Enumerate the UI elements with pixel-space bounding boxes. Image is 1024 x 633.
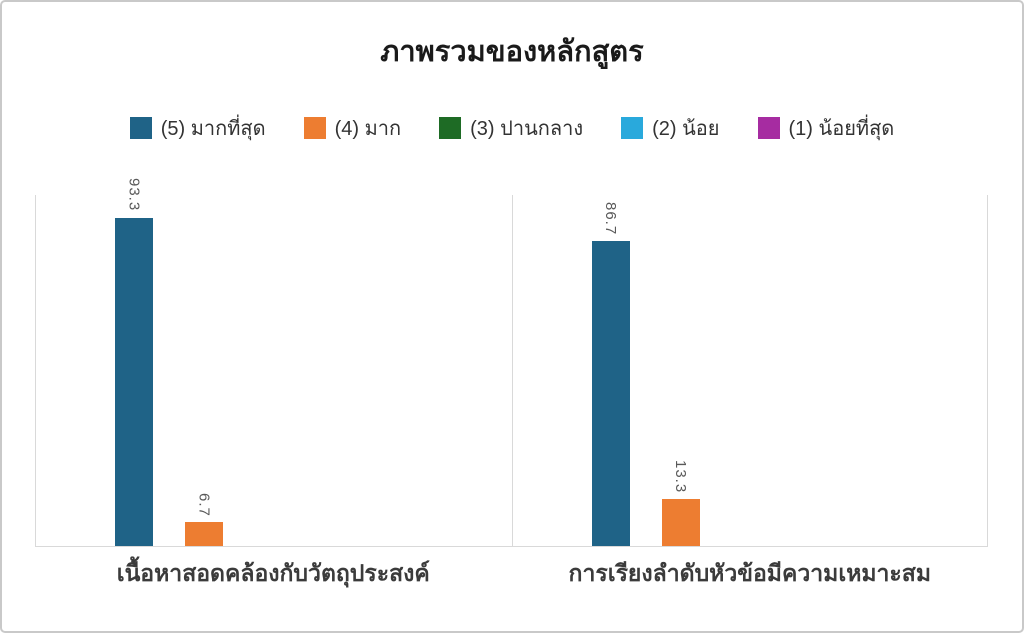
- legend-label: (4) มาก: [334, 118, 402, 140]
- category-label: เนื้อหาสอดคล้องกับวัตถุประสงค์: [116, 560, 430, 586]
- category-axis: เนื้อหาสอดคล้องกับวัตถุประสงค์ การเรียงล…: [35, 556, 988, 592]
- chart-title: ภาพรวมของหลักสูตร: [380, 36, 644, 68]
- bar-series-1-group-1: [115, 217, 154, 546]
- bar-series-2-group-1: [185, 522, 224, 546]
- bar-value-label: 86.7: [601, 201, 619, 235]
- legend-swatch-icon: [621, 117, 644, 139]
- legend-label: (3) ปานกลาง: [470, 118, 584, 140]
- legend-item-1: (5) มากที่สุด: [129, 112, 266, 144]
- bar-series-1-group-2: [591, 240, 630, 546]
- legend-label: (2) น้อย: [652, 118, 720, 140]
- legend-swatch-icon: [129, 117, 152, 139]
- legend-label: (1) น้อยที่สุด: [788, 118, 895, 140]
- chart-legend: (5) มากที่สุด (4) มาก (3) ปานกลาง (2) น้อย (…: [2, 112, 1022, 144]
- bar-series-2-group-2: [661, 499, 700, 546]
- plot-area: 93.3 6.7 86.7 13.3: [35, 178, 988, 547]
- legend-item-3: (3) ปานกลาง: [439, 112, 583, 144]
- plot-divider-line: [511, 195, 513, 546]
- legend-item-5: (1) น้อยที่สุด: [757, 112, 895, 144]
- legend-swatch-icon: [439, 117, 462, 139]
- legend-item-2: (4) มาก: [303, 112, 402, 144]
- legend-swatch-icon: [303, 117, 326, 139]
- legend-swatch-icon: [757, 117, 780, 139]
- legend-item-4: (2) น้อย: [621, 112, 720, 144]
- category-label: การเรียงลำดับหัวข้อมีความเหมาะสม: [568, 560, 931, 586]
- bar-value-label: 93.3: [125, 178, 143, 212]
- legend-label: (5) มากที่สุด: [160, 118, 266, 140]
- bar-value-label: 6.7: [195, 492, 213, 517]
- bar-value-label: 13.3: [671, 459, 689, 494]
